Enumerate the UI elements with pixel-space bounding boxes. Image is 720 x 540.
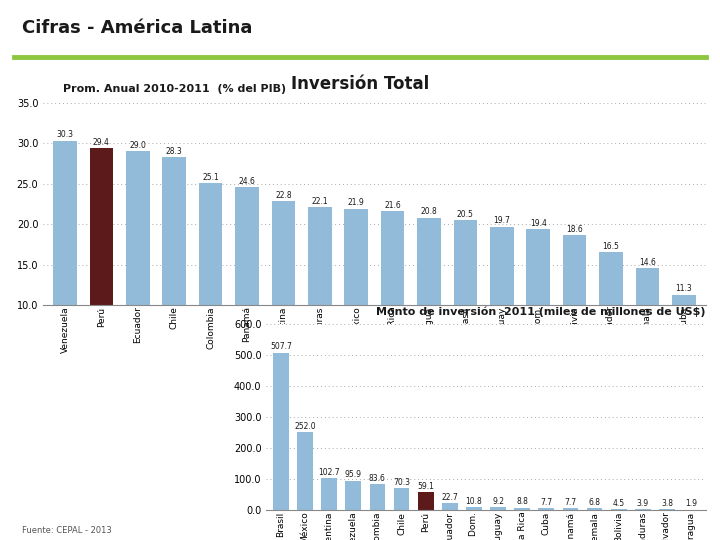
Bar: [562, 508, 578, 510]
Text: 19.7: 19.7: [493, 217, 510, 225]
Bar: [563, 235, 586, 305]
Text: 6.8: 6.8: [588, 498, 600, 507]
Text: Cifras - América Latina: Cifras - América Latina: [22, 19, 252, 37]
Bar: [672, 295, 696, 305]
Bar: [635, 509, 651, 510]
Text: 7.7: 7.7: [564, 498, 577, 507]
Text: 9.2: 9.2: [492, 497, 504, 506]
Text: Prom. Anual 2010-2011  (% del PIB): Prom. Anual 2010-2011 (% del PIB): [63, 84, 286, 94]
Text: 11.3: 11.3: [675, 285, 692, 293]
Text: 16.5: 16.5: [603, 242, 619, 251]
Text: 14.6: 14.6: [639, 258, 656, 267]
Text: 21.6: 21.6: [384, 201, 401, 210]
Bar: [53, 140, 77, 305]
Text: 28.3: 28.3: [166, 147, 183, 156]
Text: 24.6: 24.6: [238, 177, 256, 186]
Text: 507.7: 507.7: [270, 342, 292, 352]
Text: Fuente: CEPAL - 2013: Fuente: CEPAL - 2013: [22, 525, 112, 535]
Bar: [442, 503, 458, 510]
Bar: [636, 268, 660, 305]
Text: 22.7: 22.7: [441, 493, 458, 502]
Bar: [199, 183, 222, 305]
Text: 21.9: 21.9: [348, 199, 364, 207]
Text: Inversión Total: Inversión Total: [291, 75, 429, 92]
Bar: [466, 507, 482, 510]
Text: 3.8: 3.8: [661, 499, 673, 508]
Bar: [126, 151, 150, 305]
Text: 59.1: 59.1: [417, 482, 434, 491]
Text: 4.5: 4.5: [613, 498, 625, 508]
Bar: [659, 509, 675, 510]
Text: 29.0: 29.0: [130, 141, 146, 150]
Bar: [394, 489, 410, 510]
Text: 83.6: 83.6: [369, 474, 386, 483]
Bar: [235, 187, 259, 305]
Text: 3.9: 3.9: [636, 499, 649, 508]
Bar: [587, 508, 603, 510]
Bar: [539, 508, 554, 510]
Bar: [454, 220, 477, 305]
Bar: [514, 508, 530, 510]
Bar: [490, 227, 513, 305]
Text: 25.1: 25.1: [202, 173, 219, 181]
Bar: [321, 478, 337, 510]
Text: 20.5: 20.5: [457, 210, 474, 219]
Text: 20.8: 20.8: [420, 207, 437, 217]
Bar: [526, 229, 550, 305]
Text: Monto de inversión  2011 (miles de millones de US$): Monto de inversión 2011 (miles de millon…: [376, 306, 706, 316]
Bar: [273, 353, 289, 510]
Bar: [381, 211, 405, 305]
Text: 8.8: 8.8: [516, 497, 528, 507]
Text: 19.4: 19.4: [530, 219, 546, 228]
Bar: [369, 484, 385, 510]
Bar: [163, 157, 186, 305]
Bar: [89, 148, 113, 305]
Bar: [308, 207, 332, 305]
Text: 29.4: 29.4: [93, 138, 110, 147]
Text: 252.0: 252.0: [294, 422, 316, 431]
Text: 22.8: 22.8: [275, 191, 292, 200]
Text: 30.3: 30.3: [57, 131, 73, 139]
Text: 102.7: 102.7: [318, 468, 340, 477]
Bar: [611, 509, 626, 510]
Bar: [490, 508, 506, 510]
Text: 95.9: 95.9: [345, 470, 361, 480]
Bar: [346, 481, 361, 510]
Bar: [344, 209, 368, 305]
Text: 1.9: 1.9: [685, 500, 697, 509]
Text: 10.8: 10.8: [466, 497, 482, 505]
Bar: [418, 492, 433, 510]
Bar: [297, 432, 313, 510]
Text: 18.6: 18.6: [566, 225, 583, 234]
Bar: [417, 218, 441, 305]
Text: 7.7: 7.7: [540, 498, 552, 507]
Bar: [599, 253, 623, 305]
Bar: [271, 201, 295, 305]
Text: 22.1: 22.1: [312, 197, 328, 206]
Text: 70.3: 70.3: [393, 478, 410, 487]
